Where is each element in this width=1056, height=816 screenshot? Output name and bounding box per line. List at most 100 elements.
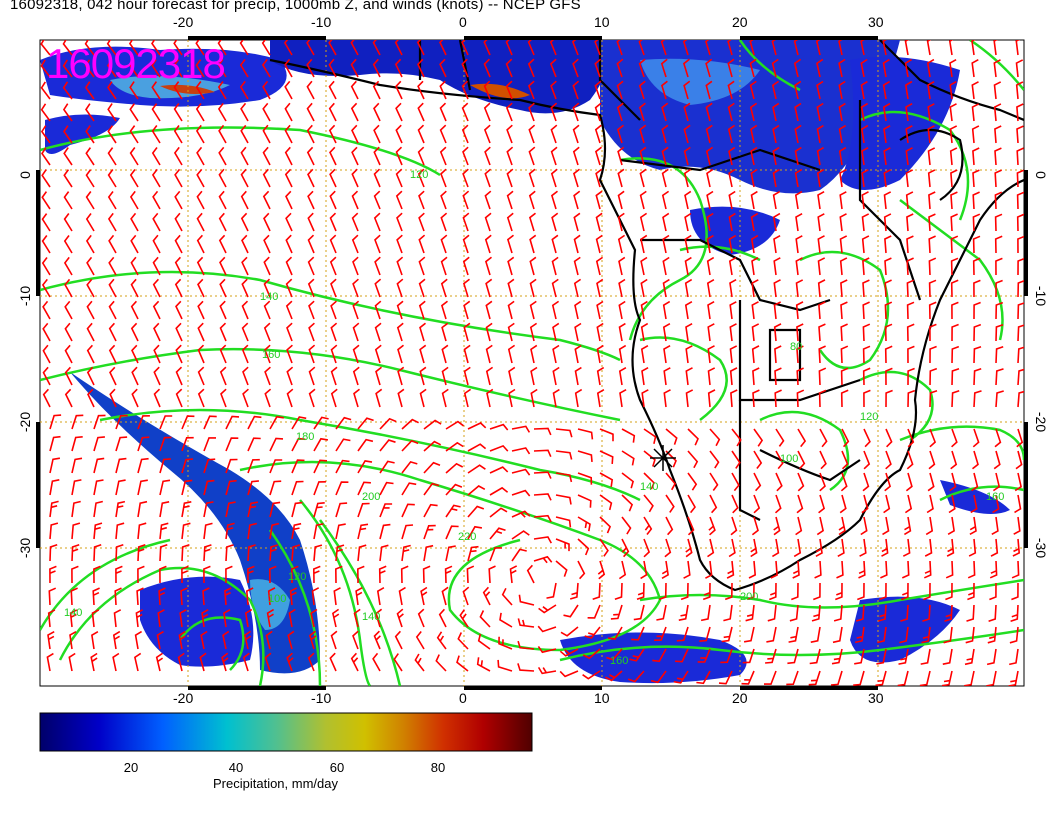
wind-barb-icon	[307, 234, 315, 254]
wind-barb-icon	[728, 257, 737, 276]
wind-barb-icon	[330, 344, 338, 364]
wind-barb-icon	[731, 472, 740, 492]
wind-barb-icon	[727, 58, 735, 78]
wind-barb-icon	[225, 522, 235, 540]
wind-barb-icon	[700, 604, 711, 622]
wind-barb-icon	[396, 322, 404, 342]
wind-barb-icon	[618, 344, 627, 364]
wind-barb-icon	[308, 366, 316, 386]
wind-barb-icon	[907, 389, 916, 408]
wind-barb-icon	[860, 80, 868, 100]
wind-barbs	[40, 40, 1024, 686]
wind-barb-icon	[49, 479, 60, 496]
wind-barb-icon	[816, 124, 824, 144]
wind-barb-icon	[225, 544, 234, 562]
wind-barb-icon	[745, 604, 755, 622]
wind-barb-icon	[159, 415, 173, 430]
wind-barb-icon	[130, 322, 139, 342]
wind-barb-icon	[596, 300, 604, 320]
wind-barb-icon	[218, 124, 227, 144]
wind-barb-icon	[552, 344, 560, 364]
wind-barb-icon	[202, 587, 210, 606]
wind-barb-icon	[685, 345, 693, 364]
wind-barb-icon	[838, 516, 846, 536]
wind-barb-icon	[379, 460, 395, 474]
precip-areas	[40, 40, 1010, 684]
wind-barb-icon	[374, 234, 381, 254]
wind-barb-icon	[839, 494, 847, 514]
wind-barb-icon	[269, 415, 284, 430]
wind-barb-icon	[128, 40, 139, 56]
wind-barb-icon	[729, 301, 737, 320]
wind-barb-icon	[263, 256, 271, 276]
lon-label: 10	[594, 690, 610, 706]
wind-barb-icon	[1016, 213, 1024, 232]
wind-barb-icon	[41, 169, 51, 188]
wind-barb-icon	[440, 300, 448, 320]
wind-barb-icon	[264, 388, 272, 408]
wind-barb-icon	[86, 278, 95, 298]
wind-barb-icon	[972, 450, 979, 470]
wind-barb-icon	[813, 582, 821, 601]
wind-barb-icon	[156, 630, 164, 650]
wind-barb-icon	[153, 366, 161, 386]
wind-barb-icon	[357, 502, 370, 518]
wind-barb-icon	[986, 648, 997, 666]
wind-barb-icon	[791, 582, 799, 601]
wind-barb-icon	[883, 169, 891, 188]
wind-barb-icon	[482, 586, 491, 606]
wind-barb-icon	[223, 609, 231, 628]
wind-barb-icon	[129, 147, 139, 166]
wind-barb-icon	[680, 582, 689, 601]
wind-barb-icon	[862, 367, 871, 386]
wind-barb-icon	[401, 460, 418, 474]
wind-barb-icon	[203, 437, 216, 452]
wind-barb-icon	[994, 428, 1002, 448]
contour-label: 100	[268, 593, 286, 605]
wind-barb-icon	[462, 234, 470, 254]
wind-barb-icon	[484, 212, 492, 232]
wind-barb-icon	[641, 389, 649, 408]
wind-barb-icon	[684, 212, 692, 232]
wind-barb-icon	[992, 494, 1000, 514]
wind-barb-icon	[730, 516, 738, 536]
wind-barb-icon	[152, 234, 161, 254]
wind-barb-icon	[797, 472, 805, 492]
wind-barb-icon	[973, 323, 982, 342]
wind-barb-icon	[706, 234, 714, 254]
wind-barb-icon	[993, 103, 1002, 122]
lon-label: -10	[311, 690, 331, 706]
wind-barb-icon	[618, 367, 627, 386]
wind-barb-icon	[462, 146, 469, 166]
wind-barb-icon	[239, 59, 249, 78]
wind-barb-icon	[794, 124, 802, 144]
lat-label: 0	[1033, 171, 1049, 179]
wind-barb-icon	[115, 457, 127, 474]
wind-barb-icon	[967, 582, 975, 601]
wind-barb-icon	[467, 422, 487, 430]
wind-barb-icon	[926, 58, 935, 78]
wind-barb-icon	[467, 464, 486, 474]
wind-barb-icon	[818, 389, 827, 408]
wind-barb-icon	[775, 450, 784, 470]
wind-barb-icon	[973, 279, 981, 298]
wind-barb-icon	[943, 626, 953, 644]
wind-barb-icon	[839, 257, 848, 276]
wind-barb-icon	[108, 344, 117, 364]
wind-barb-icon	[721, 626, 733, 643]
wind-barb-icon	[859, 538, 867, 557]
wind-barb-icon	[308, 344, 316, 364]
wind-barb-icon	[153, 388, 161, 408]
wind-barb-icon	[107, 147, 117, 166]
wind-barb-icon	[441, 366, 449, 386]
wind-barb-icon	[838, 58, 846, 78]
wind-barb-icon	[743, 626, 755, 643]
wind-barb-icon	[950, 450, 958, 470]
wind-barb-icon	[927, 472, 935, 492]
wind-barb-icon	[818, 367, 827, 386]
wind-barb-icon	[529, 300, 537, 320]
wind-barb-icon	[69, 631, 77, 650]
wind-barb-icon	[665, 472, 677, 491]
wind-barb-icon	[517, 663, 535, 672]
wind-barb-icon	[530, 388, 538, 408]
